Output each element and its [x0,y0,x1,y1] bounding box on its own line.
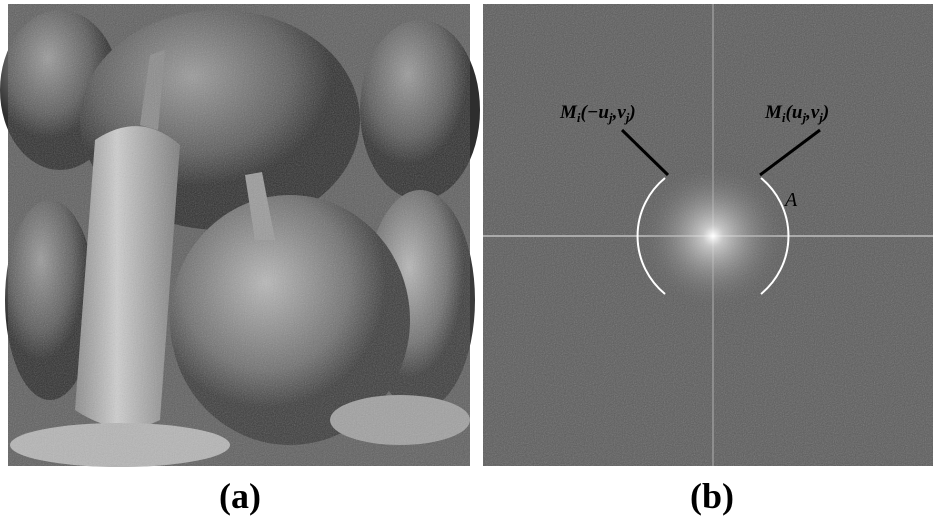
annotation: Mi(−uj,vj) [559,102,636,125]
annotation-part: A [783,189,798,211]
annotation-part: ) [821,102,829,123]
annotation-part: M [559,102,578,123]
annotation-part: ,v [612,102,627,123]
annotation-part: (−u [581,102,609,123]
annotation-part: (u [786,102,803,123]
annotation-part: M [764,102,783,123]
annotation-part: ) [627,102,635,123]
panel-label: (b) [690,476,734,516]
panel-label: (a) [219,476,261,516]
spectrum-image [483,4,933,466]
annotation: A [783,189,798,211]
peppers-image [0,4,480,467]
figure: Mi(−uj,vj) Mi(uj,vj) A (a) (b) [0,0,937,521]
annotation-part: ,v [805,102,820,123]
